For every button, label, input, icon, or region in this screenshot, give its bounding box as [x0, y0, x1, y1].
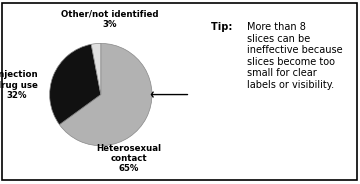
Text: Injection
drug use
32%: Injection drug use 32%	[0, 70, 38, 100]
Text: Other/not identified
3%: Other/not identified 3%	[61, 9, 159, 29]
Text: Tip:: Tip:	[211, 22, 239, 32]
Text: Heterosexual
contact
65%: Heterosexual contact 65%	[96, 144, 161, 173]
Text: More than 8
slices can be
ineffective because
slices become too
small for clear
: More than 8 slices can be ineffective be…	[247, 22, 342, 90]
Wedge shape	[50, 44, 101, 125]
Wedge shape	[59, 43, 152, 146]
Wedge shape	[91, 43, 101, 95]
